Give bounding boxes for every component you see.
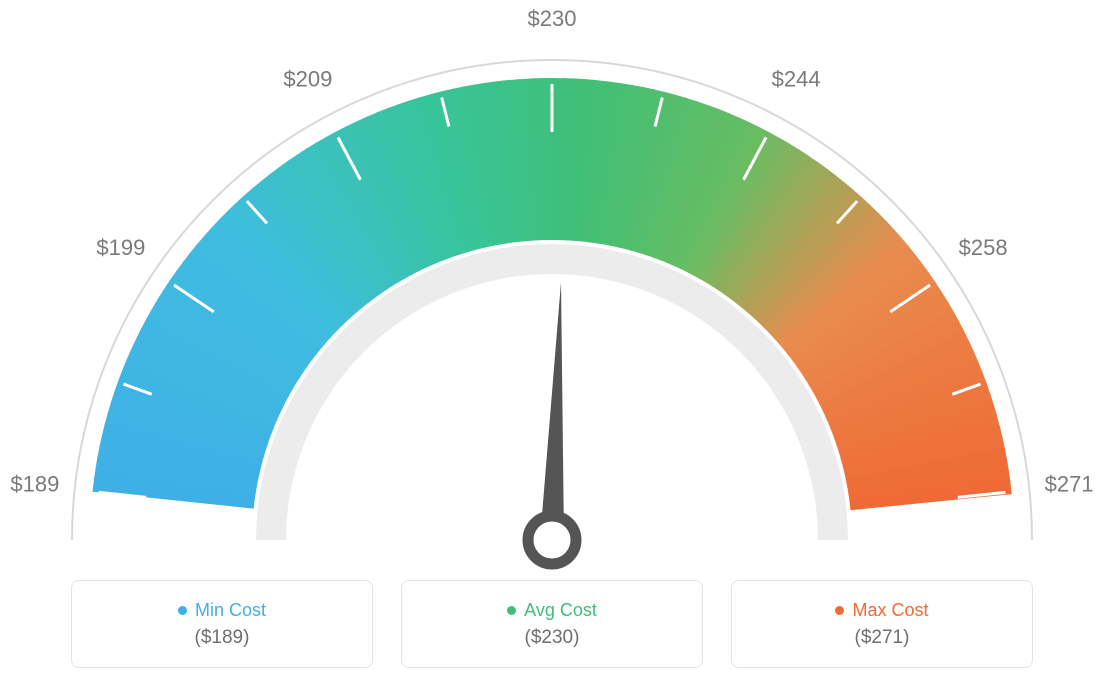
legend-label-max: Max Cost <box>852 600 928 621</box>
legend-label-min: Min Cost <box>195 600 266 621</box>
gauge-tick-label: $199 <box>96 235 145 260</box>
dot-avg <box>507 606 516 615</box>
legend-card-max: Max Cost ($271) <box>731 580 1033 668</box>
legend-value-min: ($189) <box>195 627 250 649</box>
cost-gauge: $189 $199 $209 $230 $244 $258 $271 <box>0 0 1104 580</box>
gauge-tick-label: $209 <box>283 67 332 92</box>
legend-row: Min Cost ($189) Avg Cost ($230) Max Cost… <box>0 580 1104 668</box>
gauge-tick-label: $189 <box>10 471 59 496</box>
gauge-tick-label: $258 <box>959 235 1008 260</box>
gauge-tick-label: $230 <box>528 6 577 31</box>
gauge-tick-label: $244 <box>772 67 821 92</box>
legend-label-avg: Avg Cost <box>524 600 597 621</box>
dot-max <box>835 606 844 615</box>
legend-value-avg: ($230) <box>525 627 580 649</box>
legend-value-max: ($271) <box>855 627 910 649</box>
dot-min <box>178 606 187 615</box>
legend-card-avg: Avg Cost ($230) <box>401 580 703 668</box>
legend-card-min: Min Cost ($189) <box>71 580 373 668</box>
gauge-tick-label: $271 <box>1045 471 1094 496</box>
